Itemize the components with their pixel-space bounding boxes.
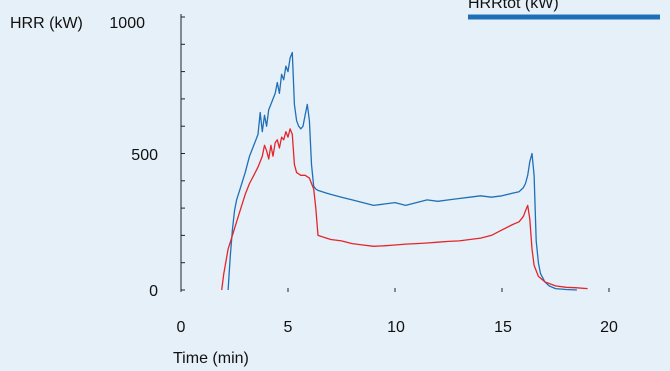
series-layer — [221, 51, 588, 291]
x-axis-ticks — [180, 288, 610, 292]
x-axis-title: Time (min) — [173, 350, 249, 367]
y-tick-label-0: 0 — [149, 283, 158, 300]
x-tick-label-20: 20 — [600, 319, 618, 336]
x-tick-label-5: 5 — [284, 319, 293, 336]
legend-label-hrrtot: HRRtot (kW) — [468, 0, 559, 12]
y-axis-title: HRR (kW) — [10, 15, 83, 32]
x-tick-label-15: 15 — [494, 319, 512, 336]
x-tick-label-10: 10 — [387, 319, 405, 336]
y-axis-ticks — [181, 16, 185, 291]
x-tick-label-0: 0 — [177, 319, 186, 336]
series-line-hrrtot — [227, 51, 577, 291]
y-tick-label-500: 500 — [131, 147, 158, 164]
series-line-red — [221, 128, 588, 291]
legend: HRRtot (kW) — [468, 0, 660, 20]
y-tick-label-1000: 1000 — [109, 15, 145, 32]
